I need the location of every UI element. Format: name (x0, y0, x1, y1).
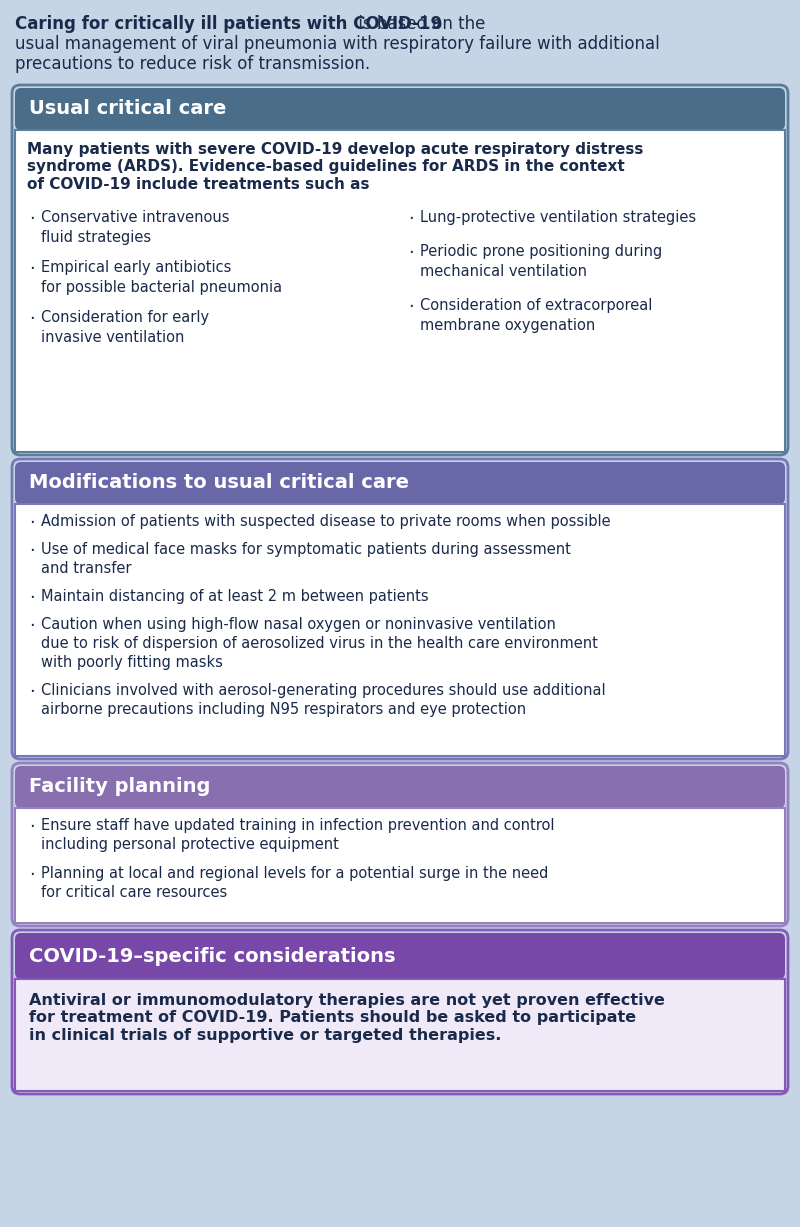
Text: Planning at local and regional levels for a potential surge in the need: Planning at local and regional levels fo… (41, 866, 548, 881)
FancyBboxPatch shape (12, 930, 788, 1094)
Text: invasive ventilation: invasive ventilation (41, 330, 184, 345)
Text: ·: · (408, 298, 414, 317)
Text: ·: · (29, 589, 34, 607)
Text: fluid strategies: fluid strategies (41, 229, 151, 245)
FancyBboxPatch shape (12, 763, 788, 926)
Text: Many patients with severe COVID-19 develop acute respiratory distress
syndrome (: Many patients with severe COVID-19 devel… (27, 142, 643, 191)
Text: airborne precautions including N95 respirators and eye protection: airborne precautions including N95 respi… (41, 702, 526, 717)
Text: is based on the: is based on the (353, 15, 486, 33)
FancyBboxPatch shape (15, 933, 785, 979)
FancyBboxPatch shape (15, 766, 785, 809)
Text: Conservative intravenous: Conservative intravenous (41, 210, 230, 225)
Text: Use of medical face masks for symptomatic patients during assessment: Use of medical face masks for symptomati… (41, 542, 571, 557)
FancyBboxPatch shape (12, 85, 788, 455)
Bar (15, 504, 785, 756)
Text: Ensure staff have updated training in infection prevention and control: Ensure staff have updated training in in… (41, 818, 554, 833)
Text: mechanical ventilation: mechanical ventilation (420, 264, 587, 279)
Text: Admission of patients with suspected disease to private rooms when possible: Admission of patients with suspected dis… (41, 514, 610, 529)
Text: Maintain distancing of at least 2 m between patients: Maintain distancing of at least 2 m betw… (41, 589, 429, 604)
Bar (15, 130, 785, 452)
Text: due to risk of dispersion of aerosolized virus in the health care environment: due to risk of dispersion of aerosolized… (41, 636, 598, 652)
Text: Facility planning: Facility planning (29, 778, 210, 796)
Text: Consideration of extracorporeal: Consideration of extracorporeal (420, 298, 652, 313)
FancyBboxPatch shape (15, 88, 785, 130)
FancyBboxPatch shape (12, 459, 788, 760)
Text: Empirical early antibiotics: Empirical early antibiotics (41, 260, 231, 275)
Text: Usual critical care: Usual critical care (29, 99, 226, 119)
Text: Modifications to usual critical care: Modifications to usual critical care (29, 474, 409, 492)
Text: ·: · (408, 210, 414, 228)
Text: with poorly fitting masks: with poorly fitting masks (41, 655, 223, 670)
Bar (15, 809, 785, 923)
Text: usual management of viral pneumonia with respiratory failure with additional: usual management of viral pneumonia with… (15, 36, 660, 53)
Text: membrane oxygenation: membrane oxygenation (420, 318, 595, 333)
Text: Periodic prone positioning during: Periodic prone positioning during (420, 244, 662, 259)
FancyBboxPatch shape (15, 463, 785, 504)
Text: COVID-19–specific considerations: COVID-19–specific considerations (29, 946, 395, 966)
Text: Consideration for early: Consideration for early (41, 310, 209, 325)
Text: ·: · (29, 514, 34, 533)
Text: and transfer: and transfer (41, 561, 131, 575)
Text: ·: · (29, 818, 34, 836)
Text: ·: · (29, 210, 34, 228)
Text: for critical care resources: for critical care resources (41, 885, 227, 899)
Text: precautions to reduce risk of transmission.: precautions to reduce risk of transmissi… (15, 55, 370, 72)
Text: ·: · (29, 683, 34, 701)
Text: ·: · (29, 260, 34, 279)
Text: ·: · (29, 542, 34, 560)
Text: Lung-protective ventilation strategies: Lung-protective ventilation strategies (420, 210, 696, 225)
Text: ·: · (29, 866, 34, 883)
Text: for possible bacterial pneumonia: for possible bacterial pneumonia (41, 280, 282, 294)
Text: Caring for critically ill patients with COVID-19: Caring for critically ill patients with … (15, 15, 442, 33)
Text: Antiviral or immunomodulatory therapies are not yet proven effective
for treatme: Antiviral or immunomodulatory therapies … (29, 993, 665, 1043)
Text: Clinicians involved with aerosol-generating procedures should use additional: Clinicians involved with aerosol-generat… (41, 683, 606, 698)
Bar (15, 979, 785, 1091)
Text: ·: · (29, 310, 34, 328)
Text: ·: · (408, 244, 414, 263)
Text: including personal protective equipment: including personal protective equipment (41, 837, 339, 852)
Text: Caution when using high-flow nasal oxygen or noninvasive ventilation: Caution when using high-flow nasal oxyge… (41, 617, 556, 632)
Text: ·: · (29, 617, 34, 636)
